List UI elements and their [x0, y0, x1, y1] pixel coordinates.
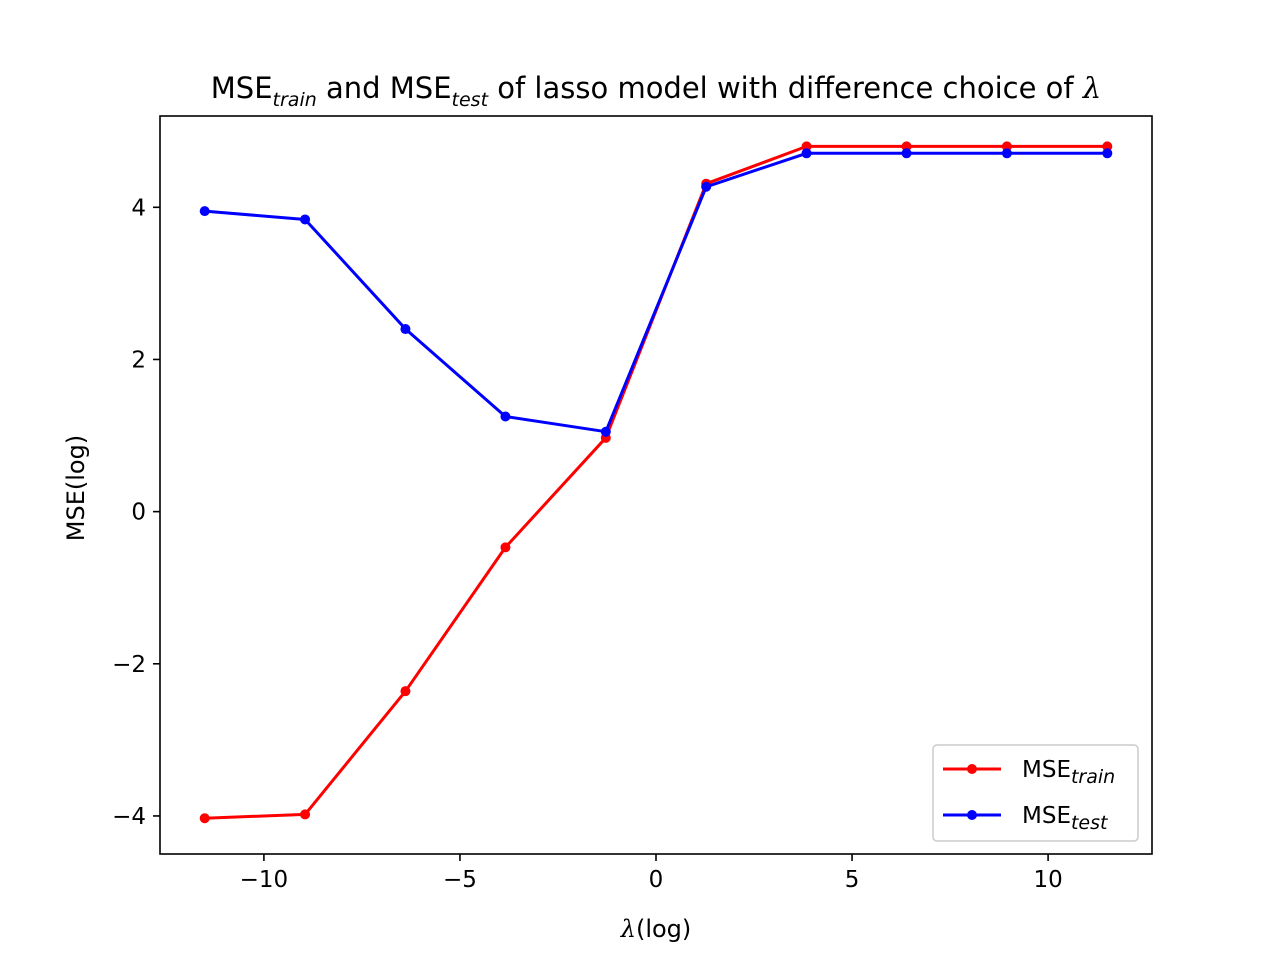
- y-tick-label: −4: [112, 804, 146, 830]
- y-tick-label: 4: [131, 195, 146, 221]
- x-axis-label: λ(log): [620, 915, 692, 943]
- data-point-test: [1001, 148, 1012, 159]
- title-middle: and: [317, 71, 390, 105]
- data-point-test: [1102, 148, 1113, 159]
- x-axis-ticks: −10 −5 0 5 10: [240, 854, 1063, 893]
- series-train: [199, 141, 1113, 824]
- data-point-test: [300, 214, 311, 225]
- x-tick-label: −5: [443, 867, 477, 893]
- series-line-test: [204, 151, 1108, 434]
- title-end: of lasso model with difference choice of: [488, 71, 1083, 105]
- title-part1-sub: train: [273, 89, 317, 111]
- legend-label: MSEtest: [1022, 803, 1109, 834]
- series-layer: [199, 141, 1113, 824]
- x-tick-label: 0: [649, 867, 664, 893]
- title-part2-sub: test: [452, 89, 490, 111]
- y-tick-label: 0: [131, 500, 146, 526]
- data-point-test: [901, 148, 912, 159]
- data-point-test: [400, 324, 411, 335]
- legend-label-sub: test: [1071, 812, 1109, 834]
- data-point-train: [801, 141, 812, 152]
- y-axis-label: MSE(log): [62, 435, 90, 541]
- x-tick-label: −10: [240, 867, 289, 893]
- legend-label-base: MSE: [1022, 803, 1071, 829]
- data-point-train: [1102, 141, 1113, 152]
- title-part1-base: MSE: [211, 71, 273, 105]
- chart-title: MSEtrain and MSEtest of lasso model with…: [211, 71, 1101, 111]
- data-point-train: [199, 813, 210, 824]
- data-point-train: [1001, 141, 1012, 152]
- legend-label: MSEtrain: [1022, 757, 1115, 788]
- data-point-train: [300, 809, 311, 820]
- legend-item-test: MSEtest: [943, 803, 1109, 834]
- legend-marker: [967, 764, 977, 774]
- data-point-test: [199, 206, 210, 217]
- title-symbol: λ: [1082, 71, 1101, 105]
- title-part2-base: MSE: [390, 71, 452, 105]
- y-tick-label: 2: [131, 347, 146, 373]
- y-axis-ticks: −4 −2 0 2 4: [112, 195, 160, 830]
- data-point-test: [600, 426, 611, 437]
- data-point-test: [500, 411, 511, 422]
- x-axis-label-symbol: λ: [620, 915, 636, 943]
- plot-area-frame: [159, 115, 1153, 855]
- legend-label-base: MSE: [1022, 757, 1071, 783]
- legend-marker: [967, 810, 977, 820]
- series-test: [199, 148, 1113, 437]
- x-tick-label: 5: [845, 867, 860, 893]
- legend-item-train: MSEtrain: [943, 757, 1115, 788]
- data-point-train: [400, 686, 411, 697]
- legend-label-sub: train: [1071, 766, 1115, 788]
- data-point-train: [500, 542, 511, 553]
- x-axis-label-text: (log): [636, 915, 691, 943]
- data-point-train: [901, 141, 912, 152]
- x-tick-label: 10: [1033, 867, 1062, 893]
- y-tick-label: −2: [112, 652, 146, 678]
- series-line-train: [204, 144, 1108, 820]
- data-point-test: [701, 181, 712, 192]
- data-point-test: [801, 148, 812, 159]
